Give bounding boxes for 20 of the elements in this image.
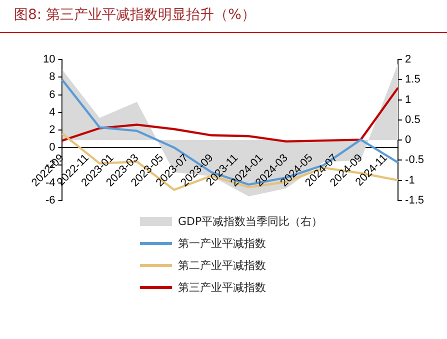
y2-tick-label: 2: [405, 54, 412, 66]
y2-tick-label: -1.5: [405, 194, 424, 206]
y-tick-label: 4: [49, 106, 56, 118]
y-tick-label: 6: [49, 88, 56, 101]
y-tick-label: 8: [49, 71, 56, 84]
chart-title: 图8: 第三产业平减指数明显抬升（%）: [14, 6, 256, 24]
y2-tick-label: -1: [405, 174, 415, 186]
y2-tick-label: 0.5: [405, 114, 420, 126]
y-tick-label: 0: [49, 142, 56, 154]
y-tick-label: -6: [45, 194, 56, 206]
y2-tick-label: -0.5: [405, 154, 424, 166]
legend-label: 第一产业平减指数: [178, 236, 266, 250]
legend-label: GDP平减指数当季同比（右）: [178, 214, 323, 228]
y2-tick-label: 1: [405, 94, 412, 106]
legend-label: 第三产业平减指数: [178, 280, 266, 294]
y2-tick-label: 0: [405, 134, 412, 146]
y-tick-label: 2: [49, 124, 56, 136]
y-tick-label: 10: [42, 54, 56, 66]
legend-label: 第二产业平减指数: [178, 258, 266, 272]
y2-tick-label: 1.5: [405, 74, 420, 86]
